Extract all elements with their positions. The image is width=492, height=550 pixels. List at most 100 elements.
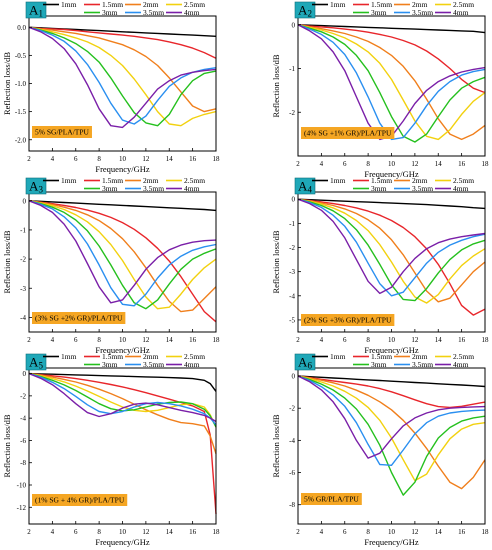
x-tick-label: 8 <box>366 528 370 536</box>
legend-item-1-5mm: 1.5mm <box>84 176 123 185</box>
svg-text:1mm: 1mm <box>330 352 346 361</box>
series-line-4mm <box>28 26 217 129</box>
x-tick-label: 6 <box>74 155 78 163</box>
series-line-1mm <box>28 200 217 212</box>
svg-text:1.5mm: 1.5mm <box>371 352 392 361</box>
sample-annotation: (4% SG +1% GR)/PLA/TPU <box>301 127 395 139</box>
panel-tag: A1 <box>25 1 47 19</box>
series-line-2-5mm <box>297 198 486 304</box>
svg-text:1mm: 1mm <box>61 176 77 185</box>
chart-a5: 2 4 6 8 10 12 14 16 18 0 -2 -4 -6 -8 -10 -12 Frequency/G… <box>2 352 220 547</box>
y-tick-label: 0 <box>292 21 296 29</box>
x-axis-label: Frequency/GHz <box>95 345 150 355</box>
y-tick-label: -2.0 <box>15 136 27 144</box>
svg-text:1.5mm: 1.5mm <box>102 0 123 9</box>
series-line-3mm <box>297 24 486 143</box>
sample-annotation: (1% SG + 4% GR)/PLA/TPU <box>32 494 128 506</box>
svg-text:A6: A6 <box>298 355 312 371</box>
legend-item-4mm: 4mm <box>435 360 469 369</box>
y-tick-label: -4 <box>20 415 26 423</box>
legend-item-3mm: 3mm <box>84 184 118 193</box>
legend-item-2-5mm: 2.5mm <box>166 0 205 9</box>
series-line-4mm <box>28 200 217 304</box>
x-tick-label: 2 <box>27 336 31 344</box>
svg-text:3.5mm: 3.5mm <box>412 184 433 193</box>
y-tick-label: -2 <box>289 244 295 252</box>
legend-item-1mm: 1mm <box>312 352 346 361</box>
series-line-3mm <box>297 375 486 496</box>
x-tick-label: 18 <box>213 528 221 536</box>
x-tick-label: 2 <box>27 155 31 163</box>
svg-text:A2: A2 <box>298 3 312 19</box>
chart-a2: 2 4 6 8 10 12 14 16 18 0 -1 -2 Frequency/GHz Reflecti… <box>271 0 489 179</box>
svg-text:3mm: 3mm <box>371 184 387 193</box>
svg-text:2.5mm: 2.5mm <box>184 0 205 9</box>
legend-item-1-5mm: 1.5mm <box>84 352 123 361</box>
series-line-1-5mm <box>297 24 486 94</box>
y-tick-label: 0 <box>23 370 27 378</box>
x-tick-label: 2 <box>296 336 300 344</box>
svg-text:1.5mm: 1.5mm <box>102 176 123 185</box>
legend-item-2-5mm: 2.5mm <box>166 352 205 361</box>
x-tick-label: 12 <box>411 336 419 344</box>
legend: 1mm 1.5mm 2mm 2.5mm 3mm 3.5mm 4mm <box>312 352 474 369</box>
series-line-1-5mm <box>28 26 217 59</box>
svg-text:2mm: 2mm <box>143 0 159 9</box>
chart-a6: 2 4 6 8 10 12 14 16 18 0 -2 -4 -6 -8 Frequency/GHz Refl… <box>271 352 489 547</box>
legend-item-2mm: 2mm <box>394 0 428 9</box>
legend-item-4mm: 4mm <box>166 184 200 193</box>
series-line-3-5mm <box>297 198 486 297</box>
svg-text:2mm: 2mm <box>412 0 428 9</box>
y-axis-label: Reflection loss/dB <box>271 230 281 293</box>
series-line-2-5mm <box>28 200 217 310</box>
x-tick-label: 4 <box>51 528 55 536</box>
legend-item-3mm: 3mm <box>353 360 387 369</box>
x-tick-label: 6 <box>343 160 347 168</box>
x-tick-label: 16 <box>458 160 466 168</box>
legend-item-1mm: 1mm <box>43 0 77 9</box>
x-tick-label: 10 <box>388 336 396 344</box>
y-tick-label: -2 <box>289 109 295 117</box>
x-axis-label: Frequency/GHz <box>95 164 150 174</box>
x-tick-label: 10 <box>388 528 396 536</box>
panel-tag: A3 <box>25 177 47 195</box>
legend-item-2-5mm: 2.5mm <box>166 176 205 185</box>
y-tick-label: -1.5 <box>15 108 27 116</box>
legend-item-1mm: 1mm <box>312 0 346 9</box>
svg-text:2.5mm: 2.5mm <box>453 0 474 9</box>
series-line-2-5mm <box>28 26 217 127</box>
chart-a4: 2 4 6 8 10 12 14 16 18 0 -1 -2 -3 -4 -5 Frequency/GHz Re… <box>271 176 489 355</box>
svg-text:(1% SG + 4% GR)/PLA/TPU: (1% SG + 4% GR)/PLA/TPU <box>35 496 125 505</box>
svg-text:A3: A3 <box>29 179 43 195</box>
legend-item-4mm: 4mm <box>166 360 200 369</box>
series-line-1-5mm <box>297 198 486 316</box>
x-tick-label: 14 <box>435 528 443 536</box>
legend-item-1-5mm: 1.5mm <box>353 352 392 361</box>
sample-annotation: 5% SG/PLA/TPU <box>32 126 92 138</box>
panel-tag: A5 <box>25 353 47 371</box>
x-tick-label: 16 <box>189 336 197 344</box>
svg-text:3mm: 3mm <box>102 184 118 193</box>
y-tick-label: -12 <box>17 504 27 512</box>
y-axis-label: Reflection loss/dB <box>271 414 281 477</box>
legend: 1mm 1.5mm 2mm 2.5mm 3mm 3.5mm 4mm <box>312 176 474 193</box>
panel-tag: A6 <box>294 353 316 371</box>
x-axis-label: Frequency/GHz <box>364 169 419 179</box>
panel-tag: A2 <box>294 1 316 19</box>
x-tick-label: 18 <box>482 528 490 536</box>
legend-item-4mm: 4mm <box>166 8 200 17</box>
legend-item-1-5mm: 1.5mm <box>353 176 392 185</box>
x-tick-label: 6 <box>74 336 78 344</box>
x-tick-label: 18 <box>213 155 221 163</box>
svg-text:3.5mm: 3.5mm <box>412 360 433 369</box>
series-line-1mm <box>297 24 486 34</box>
y-tick-label: 0 <box>292 373 296 381</box>
legend-item-1-5mm: 1.5mm <box>84 0 123 9</box>
legend-item-2mm: 2mm <box>394 352 428 361</box>
svg-text:3mm: 3mm <box>102 8 118 17</box>
series-line-1mm <box>297 198 486 210</box>
x-tick-label: 14 <box>435 160 443 168</box>
legend-item-2-5mm: 2.5mm <box>435 176 474 185</box>
legend: 1mm 1.5mm 2mm 2.5mm 3mm 3.5mm 4mm <box>43 352 205 369</box>
